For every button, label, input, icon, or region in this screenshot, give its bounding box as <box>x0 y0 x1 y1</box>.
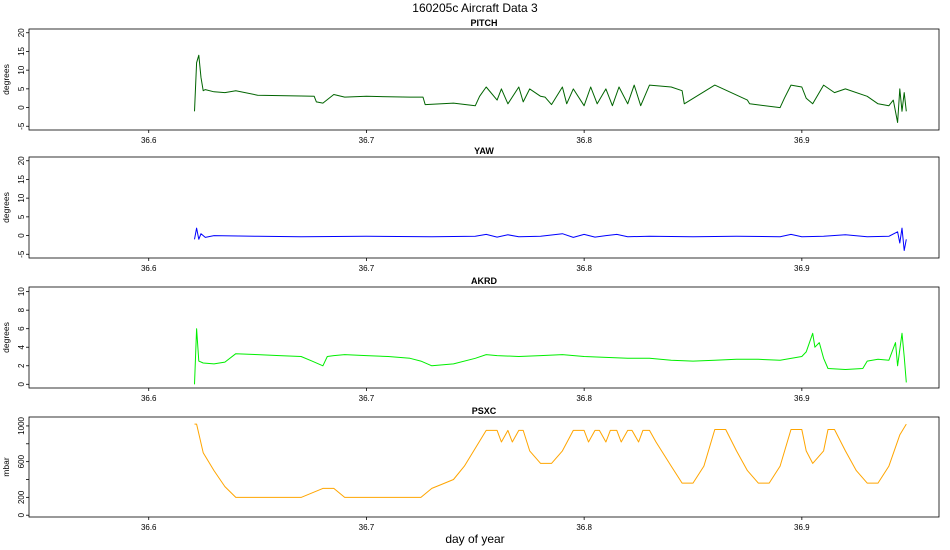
y-axis-label: degrees <box>1 192 11 223</box>
y-tick-label: 20 <box>17 156 26 165</box>
series-line-yaw <box>194 227 907 251</box>
y-tick-label: 10 <box>17 193 26 202</box>
y-tick-label: 0 <box>17 105 26 110</box>
y-axis-label: degrees <box>1 322 11 353</box>
x-tick-label: 36.6 <box>141 136 157 145</box>
panel-akrd: AKRD degrees 0 2 4 6 8 10 36.6 36.7 36.8 36.9 <box>1 276 940 403</box>
x-tick-label: 36.8 <box>576 264 592 273</box>
y-tick-label: 2 <box>17 363 26 368</box>
y-tick-label: 5 <box>17 86 26 91</box>
x-tick-label: 36.7 <box>359 264 375 273</box>
panel-psxc: PSXC mbar 0 200 600 1000 36.6 36.7 36.8 36.9 <box>1 406 940 532</box>
plot-frame <box>28 28 940 131</box>
x-tick-label: 36.6 <box>141 523 157 532</box>
plot-frame <box>28 416 940 518</box>
y-axis-label: mbar <box>1 457 11 477</box>
series-line-psxc <box>194 423 907 498</box>
plot-frame <box>28 156 940 259</box>
y-tick-label: 600 <box>17 454 26 468</box>
x-axis-label: day of year <box>445 532 504 546</box>
y-tick-label: 10 <box>17 65 26 74</box>
x-tick-label: 36.7 <box>359 136 375 145</box>
y-tick-label: 6 <box>17 326 26 331</box>
x-tick-label: 36.9 <box>794 264 810 273</box>
y-tick-label: -5 <box>17 250 26 258</box>
x-tick-label: 36.9 <box>794 136 810 145</box>
series-line-pitch <box>194 54 907 123</box>
y-tick-label: 15 <box>17 174 26 183</box>
y-tick-label: 10 <box>17 287 26 296</box>
page-title: 160205c Aircraft Data 3 <box>412 1 538 15</box>
panel-title: PITCH <box>471 18 498 28</box>
x-tick-label: 36.9 <box>794 394 810 403</box>
y-tick-label: 5 <box>17 214 26 219</box>
y-tick-label: 200 <box>17 490 26 504</box>
y-axis-label: degrees <box>1 64 11 95</box>
y-tick-label: 0 <box>17 233 26 238</box>
y-tick-label: 15 <box>17 46 26 55</box>
y-tick-label: 0 <box>17 512 26 517</box>
panel-pitch: PITCH degrees -5 0 5 10 15 20 36.6 36.7 36.8 36.9 <box>1 18 940 145</box>
y-tick-label: 8 <box>17 307 26 312</box>
panel-title: AKRD <box>471 276 497 286</box>
panel-title: YAW <box>474 146 494 156</box>
plot-frame <box>28 286 940 389</box>
x-tick-label: 36.8 <box>576 523 592 532</box>
x-tick-label: 36.7 <box>359 523 375 532</box>
series-line-akrd <box>194 328 907 385</box>
y-tick-label: 1000 <box>17 416 26 434</box>
x-tick-label: 36.9 <box>794 523 810 532</box>
x-tick-label: 36.8 <box>576 136 592 145</box>
panel-title: PSXC <box>472 406 497 416</box>
y-tick-label: -5 <box>17 122 26 130</box>
y-tick-label: 4 <box>17 344 26 349</box>
x-tick-label: 36.8 <box>576 394 592 403</box>
x-tick-label: 36.7 <box>359 394 375 403</box>
y-tick-label: 20 <box>17 28 26 37</box>
x-tick-label: 36.6 <box>141 264 157 273</box>
panel-yaw: YAW degrees -5 0 5 10 15 20 36.6 36.7 36.8 36.9 <box>1 146 940 273</box>
x-tick-label: 36.6 <box>141 394 157 403</box>
y-tick-label: 0 <box>17 382 26 387</box>
